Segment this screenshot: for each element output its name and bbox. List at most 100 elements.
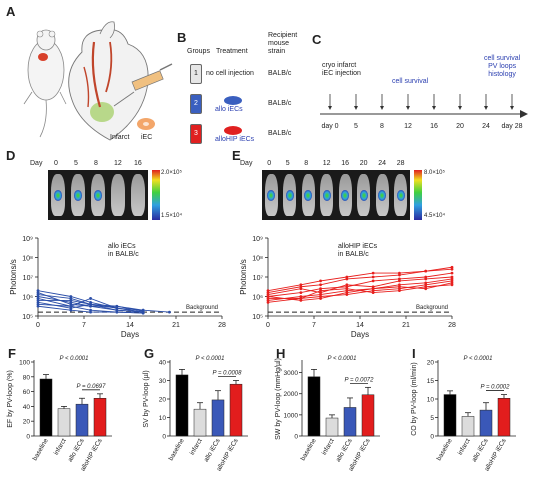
chart-title: allo iECs: [108, 243, 136, 250]
data-point: [345, 287, 349, 291]
y-tick-label: 10⁵: [252, 314, 263, 321]
data-point: [36, 302, 40, 306]
timeline-day-label: day 28: [501, 123, 522, 130]
colorbar-min-d: 1.5×10⁴: [161, 213, 183, 219]
category-label: baseline: [436, 437, 454, 462]
bar: [93, 398, 107, 437]
data-point: [89, 300, 92, 304]
data-point: [299, 295, 303, 298]
signal-spot: [359, 189, 368, 201]
day-label: 5: [74, 160, 78, 167]
data-point: [89, 308, 92, 312]
day-label: 28: [396, 160, 405, 167]
data-point: [450, 277, 454, 281]
data-point: [319, 279, 322, 283]
data-point: [69, 304, 73, 308]
strain-label: BALB/c: [268, 70, 292, 77]
data-point: [424, 275, 428, 279]
data-point: [371, 289, 375, 293]
data-point: [115, 310, 119, 314]
data-point: [36, 289, 40, 293]
data-point: [266, 291, 270, 294]
y-axis-label: SV by PV-loop (µl): [143, 370, 150, 427]
y-tick-label: 40: [23, 404, 31, 411]
series-line: [37, 296, 170, 313]
data-point: [266, 289, 270, 293]
signal-spot: [378, 189, 387, 201]
data-point: [69, 295, 73, 298]
data-point: [398, 277, 401, 281]
iec-label: iEC: [141, 134, 153, 141]
treatment-label: alloHIP iECs: [215, 136, 255, 143]
mouse-image: [320, 174, 334, 216]
y-axis-label: Photons/s: [9, 259, 18, 295]
x-tick-label: 21: [402, 322, 410, 329]
panel-label-a: A: [6, 4, 16, 19]
timeline-day-label: 20: [456, 123, 464, 130]
data-point: [299, 287, 303, 291]
bar: [175, 374, 189, 437]
timeline-end-label: cell survival PV loops histology: [484, 55, 521, 78]
timeline-start-label: cryo infarct iEC injection: [322, 62, 361, 77]
data-point: [345, 293, 349, 296]
p-value-pair: P = 0.0697: [77, 384, 107, 390]
chart-title: in BALB/c: [338, 251, 369, 258]
chart-title: in BALB/c: [108, 251, 139, 258]
y-tick-label: 100: [19, 360, 30, 367]
day-label: 24: [378, 160, 387, 167]
day-label-d: Day: [30, 160, 43, 167]
data-point: [141, 311, 145, 315]
data-point: [345, 283, 349, 287]
data-point: [69, 299, 73, 302]
series-line: [267, 284, 453, 303]
mouse-image: [264, 174, 278, 216]
data-point: [345, 285, 349, 289]
panel-label: I: [412, 346, 416, 361]
bar: [479, 409, 493, 437]
background-label: Background: [416, 305, 448, 311]
treatment-label: no cell injection: [206, 70, 254, 77]
signal-spot: [73, 189, 83, 201]
y-tick-label: 5: [430, 415, 434, 422]
y-tick-label: 10: [159, 415, 167, 422]
day-label-e: Day: [240, 160, 253, 167]
data-point: [115, 308, 119, 312]
timeline-arrow-tip: [432, 106, 436, 110]
data-point: [371, 271, 375, 275]
syringe-icon: [113, 63, 173, 107]
timeline-day-label: 24: [482, 123, 490, 130]
timeline-arrow-tip: [380, 106, 384, 110]
strain-label: BALB/c: [268, 100, 292, 107]
y-tick-label: 0: [26, 434, 30, 441]
data-point: [345, 291, 349, 294]
imaging-strip-d: [48, 170, 148, 220]
colorbar-min-e: 4.5×10⁴: [424, 213, 446, 219]
data-point: [115, 306, 119, 310]
series-line: [267, 278, 453, 301]
data-point: [424, 283, 428, 287]
data-point: [371, 285, 375, 289]
data-point: [398, 283, 401, 287]
y-axis-label: Photons/s: [239, 259, 248, 295]
y-tick-label: 0: [162, 434, 166, 441]
mouse-image: [111, 174, 125, 216]
timeline-arrowhead: [520, 110, 528, 118]
data-point: [424, 285, 428, 289]
y-tick-label: 10⁶: [252, 295, 263, 302]
y-tick-label: 30: [159, 378, 167, 385]
data-point: [266, 297, 270, 300]
y-tick-label: 10⁷: [23, 275, 34, 282]
x-tick-label: 0: [36, 322, 40, 329]
cell-icon: [137, 118, 155, 130]
y-tick-label: 1000: [284, 412, 299, 419]
data-point: [168, 310, 171, 314]
mouse-image: [51, 174, 65, 216]
data-point: [450, 279, 454, 283]
data-point: [398, 279, 401, 283]
timeline-day-label: 12: [404, 123, 412, 130]
y-tick-label: 2000: [284, 391, 299, 398]
day-label: 0: [267, 160, 272, 167]
mouse-image: [394, 174, 408, 216]
x-tick-label: 21: [172, 322, 180, 329]
category-label: baseline: [168, 437, 186, 462]
